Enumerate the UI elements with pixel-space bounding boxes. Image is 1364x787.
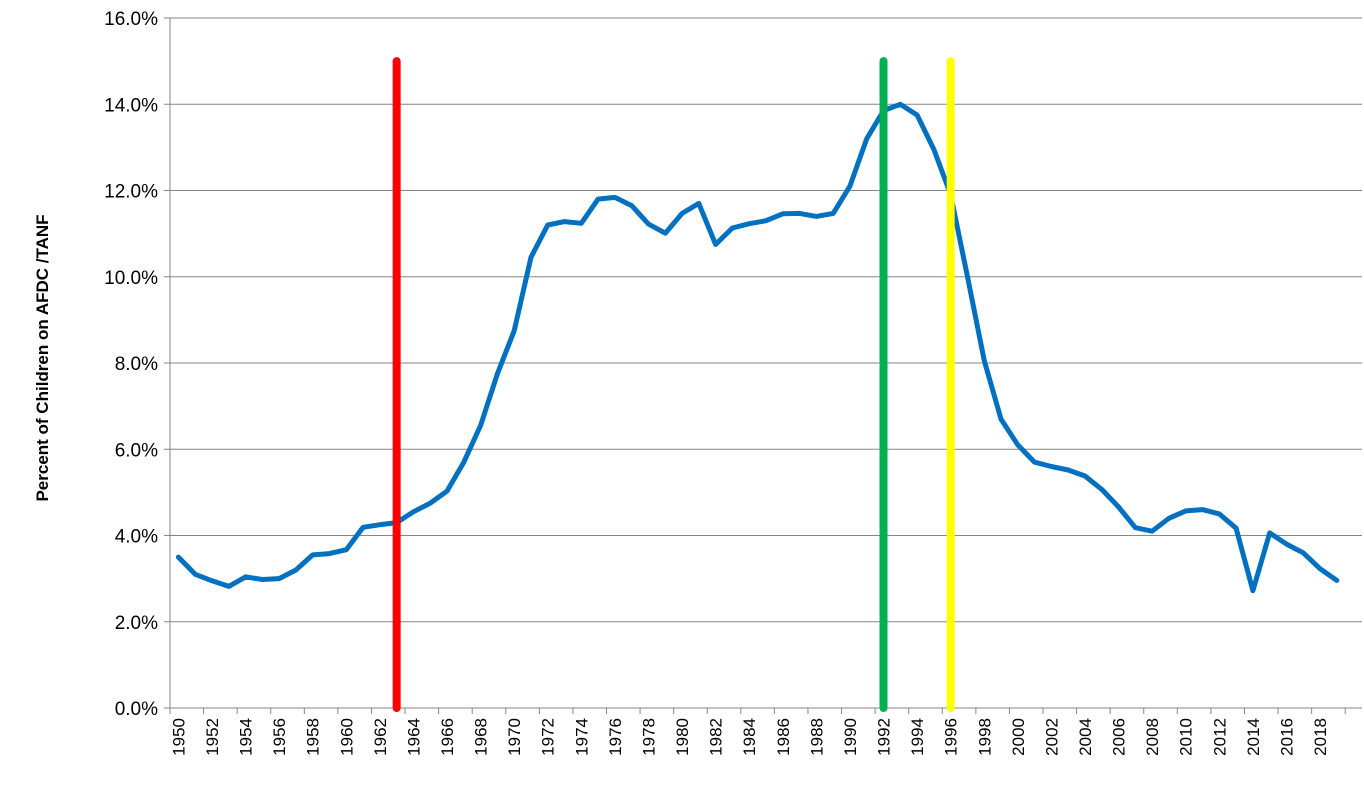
y-tick-label: 14.0%	[104, 95, 158, 116]
x-tick-label: 2004	[1076, 718, 1095, 756]
x-tick-label: 1968	[472, 718, 491, 756]
x-tick-label: 1984	[740, 718, 759, 756]
x-tick-label: 1980	[673, 718, 692, 756]
y-axis-tick-labels: 0.0% 2.0% 4.0% 6.0% 8.0% 10.0% 12.0% 14.0% 16.0%	[104, 9, 158, 720]
y-tick-label: 16.0%	[104, 9, 158, 30]
x-tick-label: 1988	[807, 718, 826, 756]
x-tick-label: 2016	[1277, 718, 1296, 756]
x-tick-label: 1982	[707, 718, 726, 756]
x-tick-label: 1950	[169, 718, 188, 756]
y-tick-label: 6.0%	[115, 440, 158, 461]
x-tick-label: 2014	[1244, 718, 1263, 756]
x-tick-label: 1990	[841, 718, 860, 756]
x-axis-tick-labels: 1950 1952 1954 1956 1958 1960 1962 1964 1966 1968…	[169, 718, 1330, 756]
x-tick-label: 1952	[203, 718, 222, 756]
x-tick-label: 2018	[1311, 718, 1330, 756]
x-tick-label: 1970	[505, 718, 524, 756]
x-tick-label: 1972	[539, 718, 558, 756]
y-axis-label: Percent of Children on AFDC /TANF	[33, 214, 52, 501]
x-tick-label: 1986	[774, 718, 793, 756]
y-tick-label: 2.0%	[115, 613, 158, 634]
gridlines	[170, 17, 1362, 623]
axes	[164, 17, 1362, 714]
x-tick-label: 2008	[1143, 718, 1162, 756]
x-tick-label: 2000	[1009, 718, 1028, 756]
x-tick-label: 1976	[606, 718, 625, 756]
x-tick-label: 1966	[438, 718, 457, 756]
y-tick-label: 4.0%	[115, 527, 158, 548]
x-tick-label: 1956	[270, 718, 289, 756]
x-tick-label: 1998	[975, 718, 994, 756]
x-tick-label: 1978	[639, 718, 658, 756]
x-tick-label: 1964	[404, 718, 423, 756]
series-line	[175, 101, 1340, 594]
x-tick-label: 1994	[908, 718, 927, 756]
x-tick-label: 1992	[875, 718, 894, 756]
x-tick-label: 2002	[1042, 718, 1061, 756]
x-tick-label: 1996	[942, 718, 961, 756]
x-tick-label: 1960	[337, 718, 356, 756]
x-tick-label: 2010	[1177, 718, 1196, 756]
x-tick-label: 2006	[1110, 718, 1129, 756]
x-tick-label: 1962	[371, 718, 390, 756]
y-tick-label: 0.0%	[115, 699, 158, 720]
y-tick-label: 12.0%	[104, 182, 158, 203]
y-tick-label: 8.0%	[115, 354, 158, 375]
x-tick-label: 1974	[572, 718, 591, 756]
vertical-markers	[392, 57, 955, 712]
x-tick-label: 1954	[237, 718, 256, 756]
y-tick-label: 10.0%	[104, 268, 158, 289]
x-tick-label: 2012	[1210, 718, 1229, 756]
x-tick-label: 1958	[304, 718, 323, 756]
series-layer	[175, 101, 1340, 594]
